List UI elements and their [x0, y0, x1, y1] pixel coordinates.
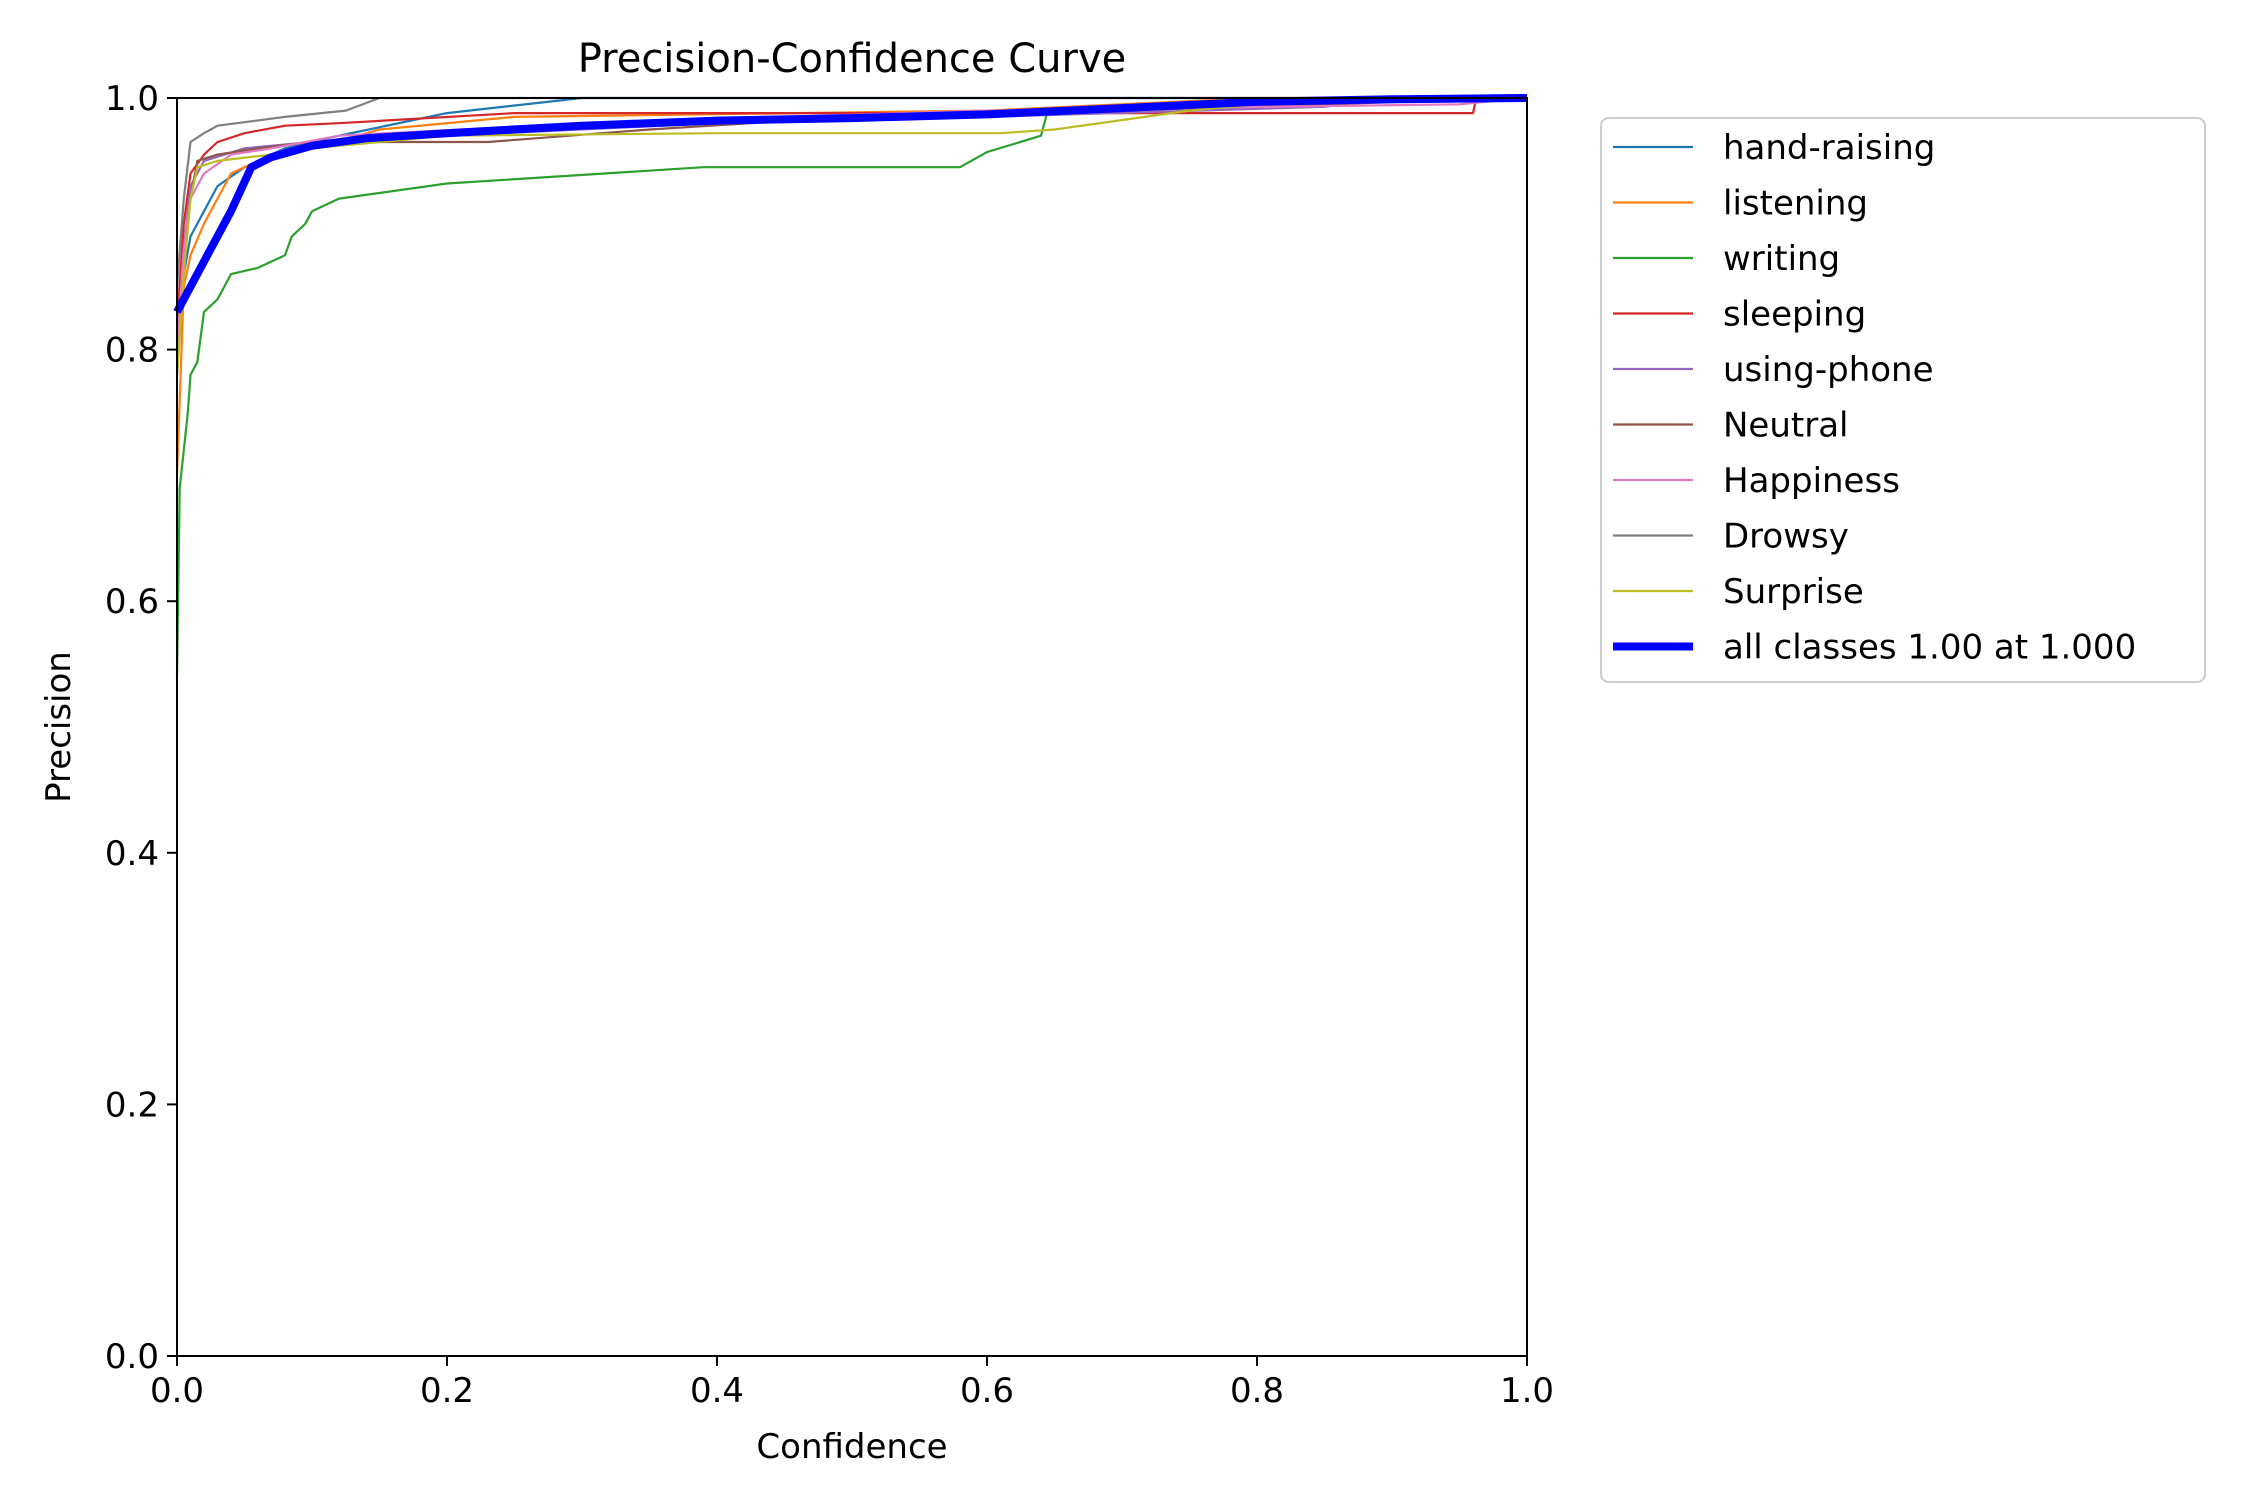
- x-axis-label: Confidence: [756, 1427, 947, 1467]
- series-line-writing: [175, 96, 1528, 677]
- legend-label-neutral: Neutral: [1723, 406, 1849, 446]
- series-lines: [173, 94, 1528, 677]
- legend-label-all-classes-1-00-at-1-000: all classes 1.00 at 1.000: [1723, 628, 2136, 668]
- legend-label-surprise: Surprise: [1723, 572, 1864, 612]
- series-line-sleeping: [175, 96, 1528, 325]
- y-tick-label: 0.6: [105, 582, 159, 622]
- series-line-drowsy: [175, 96, 1527, 287]
- y-tick-label: 0.2: [105, 1085, 159, 1125]
- y-tick-label: 1.0: [105, 79, 159, 119]
- legend-label-listening: listening: [1723, 184, 1868, 224]
- x-tick-label: 0.0: [150, 1371, 204, 1411]
- series-line-all-classes-1-00-at-1-000: [173, 94, 1528, 314]
- y-tick-label: 0.4: [105, 834, 159, 874]
- x-tick-label: 0.8: [1230, 1371, 1284, 1411]
- y-axis-label: Precision: [39, 651, 79, 803]
- legend: hand-raising listening writing sleeping usin…: [1600, 117, 2206, 683]
- legend-label-writing: writing: [1723, 239, 1840, 279]
- legend-label-hand-raising: hand-raising: [1723, 128, 1935, 168]
- x-tick-label: 0.4: [690, 1371, 744, 1411]
- legend-label-sleeping: sleeping: [1723, 295, 1866, 335]
- legend-items: hand-raising listening writing sleeping usin…: [1613, 128, 2136, 668]
- y-tick-label: 0.0: [105, 1337, 159, 1377]
- x-tick-label: 0.6: [960, 1371, 1014, 1411]
- y-axis-ticks: 0.0 0.2 0.4 0.6 0.8 1.0: [105, 79, 177, 1377]
- series-line-surprise: [175, 96, 1528, 375]
- legend-label-happiness: Happiness: [1723, 461, 1900, 501]
- chart-title: Precision-Confidence Curve: [578, 36, 1127, 82]
- x-tick-label: 0.2: [420, 1371, 474, 1411]
- y-tick-label: 0.8: [105, 331, 159, 371]
- plot-area-frame: [176, 97, 1528, 1357]
- x-tick-label: 1.0: [1500, 1371, 1554, 1411]
- legend-box: [1600, 117, 2206, 683]
- legend-label-using-phone: using-phone: [1723, 350, 1934, 390]
- legend-label-drowsy: Drowsy: [1723, 517, 1849, 557]
- x-axis-ticks: 0.0 0.2 0.4 0.6 0.8 1.0: [150, 1356, 1554, 1411]
